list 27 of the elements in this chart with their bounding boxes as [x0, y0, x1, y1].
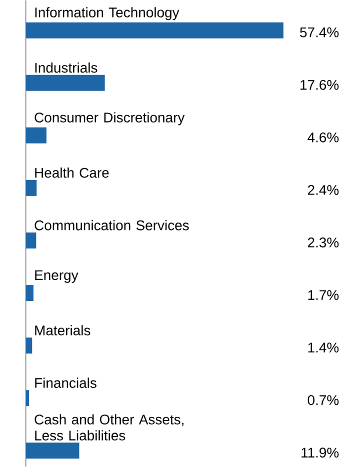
y-tick-label: Cash and Other Assets, Less Liabilities	[34, 414, 184, 440]
bar	[26, 390, 29, 406]
data-label: 57.4%	[300, 27, 338, 38]
data-label: 2.4%	[308, 185, 338, 195]
y-tick-label: Financials	[35, 378, 96, 388]
data-label: 4.6%	[307, 132, 338, 142]
bar	[26, 22, 284, 38]
data-label: 11.9%	[301, 448, 338, 458]
data-label: 2.3%	[308, 238, 338, 248]
y-tick-label: Materials	[35, 325, 90, 336]
bar	[26, 232, 36, 248]
bar	[26, 180, 36, 196]
y-tick-label: Energy	[35, 270, 78, 283]
y-tick-label: Communication Services	[34, 220, 189, 230]
y-tick-label: Consumer Discretionary	[34, 112, 185, 126]
y-tick-label: Industrials	[35, 62, 98, 73]
bar	[26, 74, 105, 91]
bar	[26, 127, 46, 144]
data-label: 17.6%	[300, 80, 338, 90]
y-tick-label: Information Technology	[35, 7, 180, 20]
y-tick-label: Health Care	[35, 168, 109, 178]
data-label: 0.7%	[308, 395, 338, 406]
data-label: 1.4%	[308, 342, 338, 352]
data-label: 1.7%	[308, 290, 338, 300]
bar	[26, 442, 80, 459]
bar	[26, 338, 32, 354]
bar	[26, 285, 34, 302]
